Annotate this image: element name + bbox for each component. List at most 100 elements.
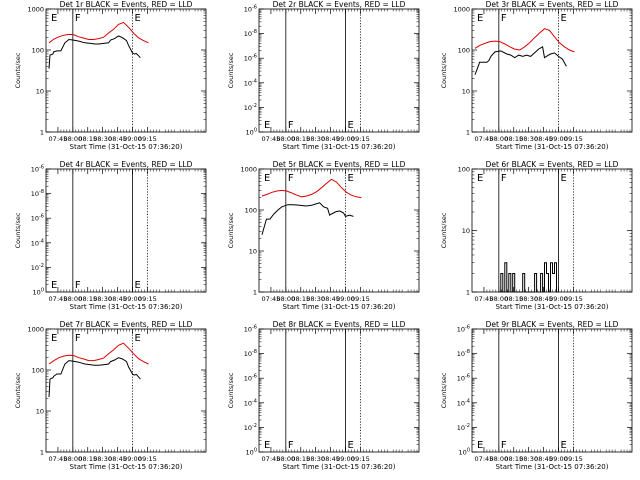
series-events [474,46,567,75]
series-lld [48,21,149,44]
y-tick-label: 10-6 [457,374,470,383]
panel-det-8r: Det 8r BLACK = Events, RED = LLD 100 10-2 1… [227,320,420,471]
marker-label-e: E [347,440,353,451]
x-tick-label: 09:00 [549,135,568,143]
marker-label-e: E [134,280,140,291]
panel-det-1r: Det 1r BLACK = Events, RED = LLD 1 10 100 10… [14,0,207,151]
marker-label-e: E [134,333,140,344]
panel-det-5r: Det 5r BLACK = Events, RED = LLD 1 10 100 10… [227,160,420,311]
y-tick-label: 100 [459,448,470,457]
panel-title: Det 7r BLACK = Events, RED = LLD [60,320,193,329]
y-axis-label: Counts/sec [440,212,448,248]
x-axis-title: Start Time (31-Oct-15 07:36:20) [70,143,183,151]
series-line-events [498,262,559,293]
y-tick-label: 10-2 [244,103,257,112]
y-axis-label: Counts/sec [14,52,22,88]
marker-label-f: F [75,13,81,24]
x-tick-label: 08:00 [276,455,295,463]
x-axis-title: Start Time (31-Oct-15 07:36:20) [70,463,183,471]
plot-frame [45,328,207,453]
x-tick-label: 08:15 [504,135,523,143]
x-tick-label: 07:45 [262,135,281,143]
series-lld [261,178,362,199]
y-tick-label: 10-4 [244,78,257,87]
x-tick-label: 08:00 [63,295,82,303]
y-tick-label: 10 [249,248,257,256]
x-tick-label: 08:30 [519,295,538,303]
x-tick-label: 08:45 [534,135,553,143]
y-tick-label: 100 [33,288,44,297]
plot-frame [258,168,420,293]
x-tick-label: 08:15 [504,455,523,463]
x-tick-label: 09:00 [549,455,568,463]
marker-label-e: E [51,333,57,344]
panel-title: Det 2r BLACK = Events, RED = LLD [273,0,406,9]
series-events [498,262,559,293]
marker-label-f: F [288,173,294,184]
series-events [261,202,354,235]
marker-label-e: E [264,120,270,131]
x-tick-label: 09:15 [351,295,370,303]
panel-det-7r: Det 7r BLACK = Events, RED = LLD 1 10 100 10… [14,320,207,471]
y-axis-label: Counts/sec [440,52,448,88]
x-tick-label: 09:00 [336,455,355,463]
y-tick-label: 10-8 [31,189,44,198]
y-axis-label: Counts/sec [440,372,448,408]
series-line-events [48,357,141,398]
x-tick-label: 09:15 [351,455,370,463]
x-axis-title: Start Time (31-Oct-15 07:36:20) [496,303,609,311]
x-tick-label: 08:30 [306,295,325,303]
x-tick-label: 08:45 [108,455,127,463]
y-axis-label: Counts/sec [227,372,235,408]
marker-label-e: E [477,440,483,451]
marker-label-e: E [134,13,140,24]
x-tick-label: 08:30 [306,455,325,463]
panel-title: Det 6r BLACK = Events, RED = LLD [486,160,619,169]
plot-frame [258,328,420,453]
x-tick-label: 07:45 [475,295,494,303]
x-tick-label: 08:00 [489,455,508,463]
plot-frame [45,8,207,133]
y-tick-label: 10-4 [457,398,470,407]
x-tick-label: 08:15 [291,455,310,463]
y-axis-label: Counts/sec [14,372,22,408]
x-tick-label: 07:45 [49,295,68,303]
marker-label-e: E [560,173,566,184]
x-tick-label: 08:30 [519,135,538,143]
marker-label-f: F [501,173,507,184]
panel-det-2r: Det 2r BLACK = Events, RED = LLD 100 10-2 1… [227,0,420,151]
series-line-lld [48,21,149,44]
y-tick-label: 1000 [27,326,44,334]
x-tick-label: 07:45 [49,135,68,143]
y-tick-label: 1000 [453,6,470,14]
y-tick-label: 10-8 [244,29,257,38]
panel-title: Det 9r BLACK = Events, RED = LLD [486,320,619,329]
x-tick-label: 08:00 [63,455,82,463]
x-tick-label: 09:00 [123,135,142,143]
y-tick-label: 10-6 [31,214,44,223]
panel-title: Det 8r BLACK = Events, RED = LLD [273,320,406,329]
marker-label-f: F [75,333,81,344]
series-lld [48,342,149,365]
panel-title: Det 1r BLACK = Events, RED = LLD [60,0,193,9]
x-tick-label: 08:45 [108,295,127,303]
y-tick-label: 10 [462,88,470,96]
x-tick-label: 08:00 [276,135,295,143]
x-axis-title: Start Time (31-Oct-15 07:36:20) [496,143,609,151]
y-tick-label: 10-6 [244,54,257,63]
series-line-events [48,35,141,69]
x-tick-label: 08:15 [291,135,310,143]
series-lld [474,28,575,53]
x-axis-title: Start Time (31-Oct-15 07:36:20) [496,463,609,471]
x-tick-label: 08:45 [534,295,553,303]
y-tick-label: 10 [36,408,44,416]
y-tick-label: 10-2 [31,263,44,272]
panel-title: Det 4r BLACK = Events, RED = LLD [60,160,193,169]
marker-label-e: E [51,280,57,291]
y-tick-label: 10-4 [31,238,44,247]
x-tick-label: 08:45 [321,295,340,303]
y-tick-label: 1 [40,129,44,137]
plot-frame [471,328,633,453]
x-tick-label: 09:00 [336,295,355,303]
x-tick-label: 09:15 [138,135,157,143]
